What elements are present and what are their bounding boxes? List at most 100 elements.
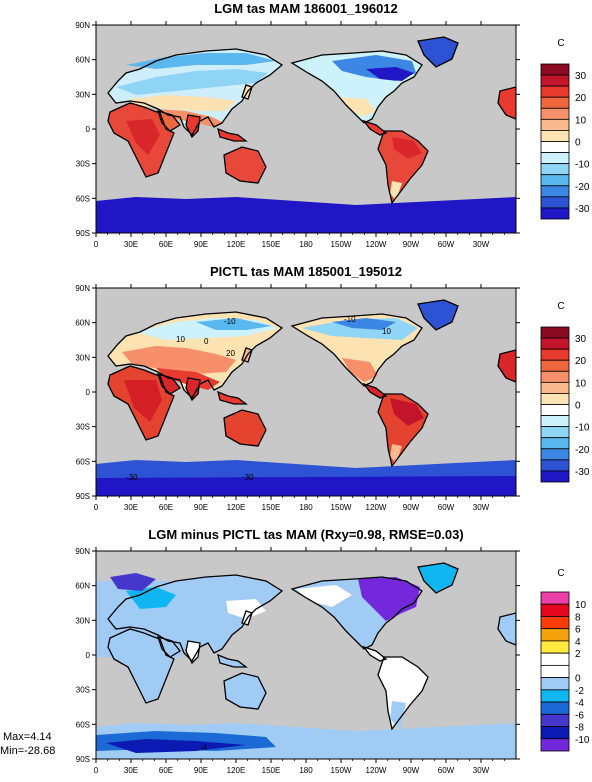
colorbar-box xyxy=(540,616,570,630)
colorbar-box xyxy=(540,726,570,740)
region-antarctica xyxy=(96,197,516,233)
colorbar-label: -10 xyxy=(575,735,590,746)
colorbar-box xyxy=(540,437,570,450)
region-namerica-south xyxy=(342,358,378,382)
x-tick-label: 30W xyxy=(473,240,490,249)
y-tick-label: 90S xyxy=(76,755,90,764)
x-tick-label: 120E xyxy=(227,503,246,512)
y-tick-label: 30S xyxy=(76,160,90,169)
contour-label: 20 xyxy=(226,349,235,358)
colorbar-box xyxy=(540,196,570,209)
colorbar-box xyxy=(540,381,570,394)
colorbar-box xyxy=(540,74,570,87)
colorbar-box xyxy=(540,326,570,339)
panel-3-map: -4 0 30E 60E 90E 120E 150E 180 150W 120W 90W 60W 30… xyxy=(75,547,520,775)
x-tick-label: 30E xyxy=(124,240,138,249)
colorbar-label: 30 xyxy=(575,334,587,345)
colorbar-box xyxy=(540,459,570,472)
colorbar-label: 30 xyxy=(575,71,587,82)
colorbar-labels: 30 20 10 0 -10 -20 -30 xyxy=(575,334,590,478)
x-tick-label: 30W xyxy=(473,503,490,512)
y-tick-label: 90S xyxy=(76,229,90,238)
region-antarctica-core xyxy=(106,739,246,753)
contour-label: 10 xyxy=(382,327,391,336)
y-tick-label: 60N xyxy=(75,582,90,591)
panel-2-field xyxy=(96,300,516,496)
colorbar-labels: 108 642 0-2-4-6 -8-10 xyxy=(575,600,590,746)
y-tick-label: 0 xyxy=(86,125,91,134)
x-tick-label: 180 xyxy=(299,766,313,775)
colorbar-box xyxy=(540,337,570,350)
colorbar-label: -6 xyxy=(575,710,584,721)
colorbar-box xyxy=(540,141,570,153)
contour-label: -10 xyxy=(224,317,236,326)
contour-label: -30 xyxy=(126,473,138,482)
x-tick-label: 30E xyxy=(124,766,138,775)
colorbar-box xyxy=(540,689,570,703)
region-asia-neutral xyxy=(226,599,266,619)
y-tick-label: 30S xyxy=(76,423,90,432)
contour-label: -30 xyxy=(242,473,254,482)
y-tick-label: 30S xyxy=(76,686,90,695)
x-tick-label: 0 xyxy=(94,503,99,512)
panel-3-field xyxy=(96,563,516,759)
y-tick-label: 30N xyxy=(75,353,90,362)
y-tick-label: 0 xyxy=(86,388,91,397)
x-tick-label: 60E xyxy=(159,766,173,775)
colorbar-box xyxy=(540,713,570,727)
colorbar-box xyxy=(540,163,570,176)
colorbar-label: 8 xyxy=(575,612,581,623)
x-tick-label: 150E xyxy=(262,766,281,775)
colorbar-label: 0 xyxy=(575,401,581,412)
x-tick-label: 120W xyxy=(366,766,387,775)
panel-2-title: PICTL tas MAM 185001_195012 xyxy=(210,264,402,279)
colorbar-label: -30 xyxy=(575,204,590,215)
colorbar-box xyxy=(540,348,570,361)
colorbar-label: -8 xyxy=(575,723,584,734)
colorbar-box xyxy=(540,96,570,109)
stat-max: Max=4.14 xyxy=(3,731,52,743)
colorbar-box xyxy=(540,370,570,383)
y-tick-label: 90N xyxy=(75,284,90,293)
stat-min: Min=-28.68 xyxy=(0,745,55,757)
y-tick-label: 60S xyxy=(76,457,90,466)
y-tick-label: 30N xyxy=(75,616,90,625)
region-africa-core xyxy=(126,119,160,155)
x-tick-label: 150E xyxy=(262,240,281,249)
colorbar-box xyxy=(540,152,570,165)
contour-label: -10 xyxy=(344,315,356,324)
region-samerica-core xyxy=(392,137,422,159)
region-eurasia-arctic xyxy=(126,53,276,69)
colorbar-box xyxy=(540,677,570,691)
region-scandinavia xyxy=(110,573,156,591)
colorbar-box xyxy=(540,628,570,642)
region-samerica-tip xyxy=(390,181,402,201)
colorbar-box xyxy=(540,426,570,439)
x-tick-label: 150W xyxy=(331,503,352,512)
panel-2-map: -10 10 0 20 -10 10 -30 -30 0 30E 60E 90E 120… xyxy=(75,284,520,512)
region-eurasia-mid xyxy=(130,95,236,111)
colorbar-box xyxy=(540,415,570,428)
panel-1-field xyxy=(96,37,516,233)
region-samerica-tip xyxy=(390,701,406,729)
y-tick-label: 30N xyxy=(75,90,90,99)
colorbar-box xyxy=(540,174,570,187)
colorbar-boxes xyxy=(540,591,570,752)
region-antarctica-core xyxy=(96,476,516,496)
x-tick-label: 180 xyxy=(299,503,313,512)
y-tick-label: 90N xyxy=(75,21,90,30)
colorbar-box xyxy=(540,359,570,372)
colorbar-box xyxy=(540,652,570,666)
y-tick-label: 60N xyxy=(75,56,90,65)
colorbar-label: 10 xyxy=(575,115,587,126)
region-samerica-core xyxy=(390,398,424,426)
colorbar-label: -20 xyxy=(575,182,590,193)
colorbar-unit: C xyxy=(557,301,564,312)
colorbar-label: -2 xyxy=(575,686,584,697)
colorbar-box xyxy=(540,207,570,220)
x-tick-label: 90W xyxy=(403,503,420,512)
colorbar-unit: C xyxy=(557,38,564,49)
region-africa-core xyxy=(124,380,162,422)
x-tick-label: 120W xyxy=(366,503,387,512)
x-tick-label: 180 xyxy=(299,240,313,249)
